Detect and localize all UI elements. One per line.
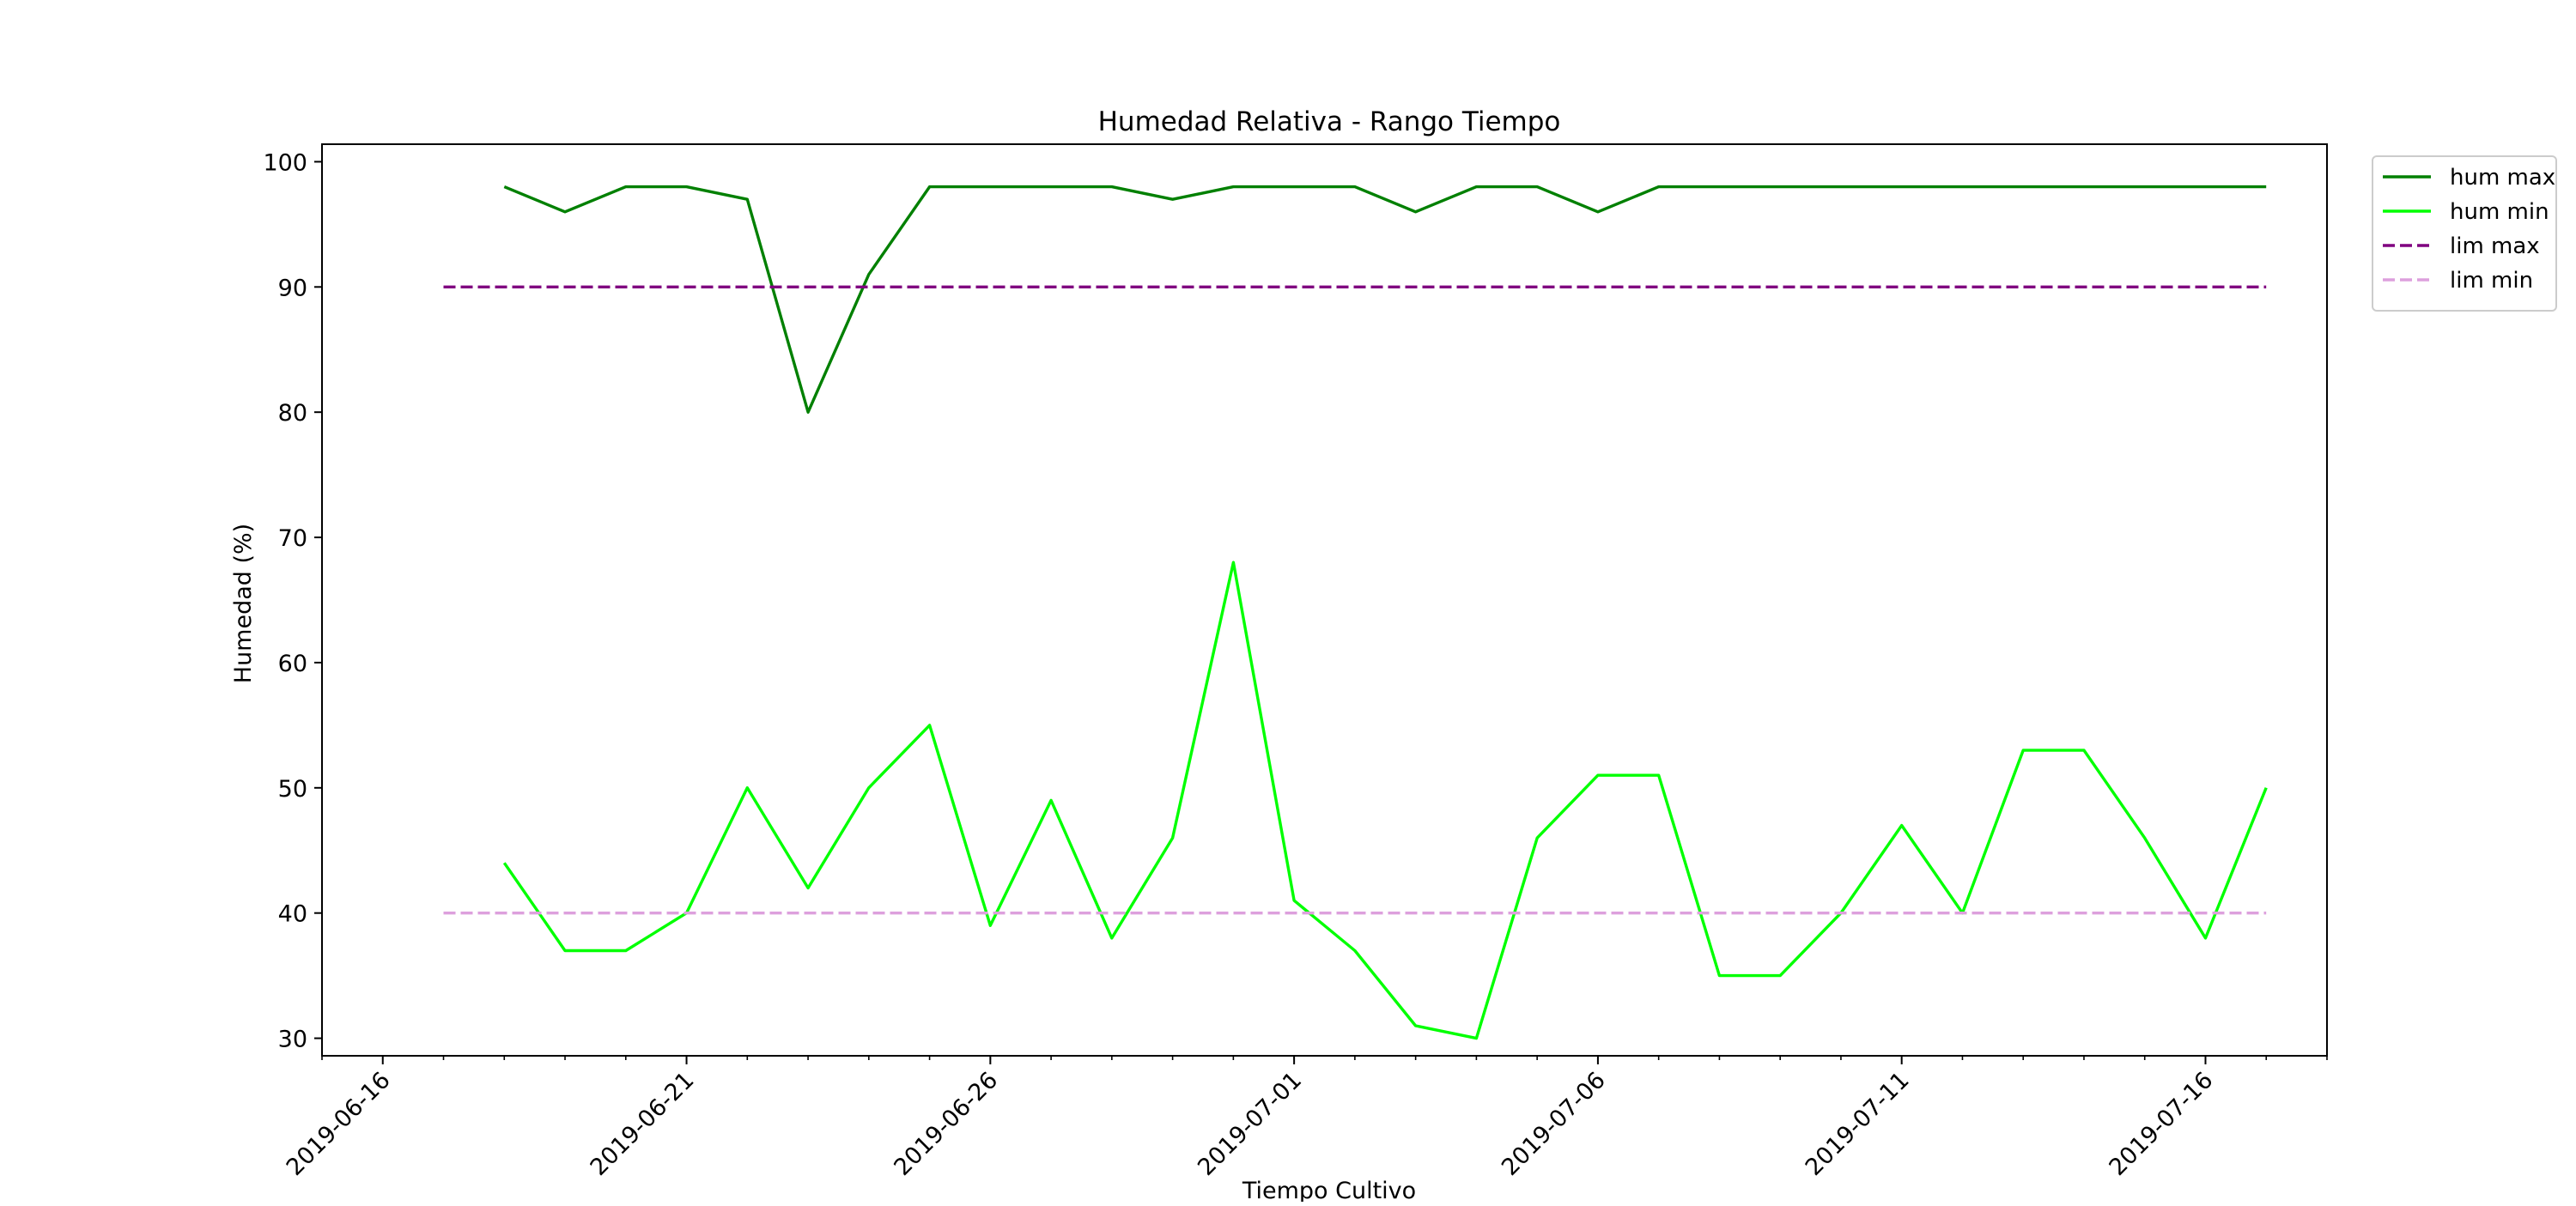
y-tick-label: 50 <box>278 776 307 803</box>
y-tick-label: 80 <box>278 400 307 427</box>
plot-frame <box>321 143 2328 1057</box>
legend-frame <box>2372 155 2557 312</box>
series-line-hum-max <box>503 185 2267 414</box>
x-axis-label: Tiempo Cultivo <box>1242 1178 1416 1202</box>
y-tick-label: 40 <box>278 901 307 928</box>
y-tick-label: 70 <box>278 525 307 552</box>
y-axis-label: Humedad (%) <box>230 524 257 683</box>
legend-label: hum min <box>2450 199 2549 225</box>
y-tick-label: 100 <box>263 149 307 176</box>
series-line-hum-min <box>502 561 2268 1040</box>
legend-label: hum max <box>2450 165 2555 191</box>
legend-label: lim min <box>2450 268 2533 294</box>
legend: hum max hum min lim max lim min <box>2372 155 2557 312</box>
chart-title: Humedad Relativa - Rango Tiempo <box>1098 106 1561 137</box>
legend-label: lim max <box>2450 233 2540 259</box>
y-tick-label: 90 <box>278 275 307 301</box>
y-tick-label: 60 <box>278 651 307 677</box>
y-tick-label: 30 <box>278 1027 307 1053</box>
